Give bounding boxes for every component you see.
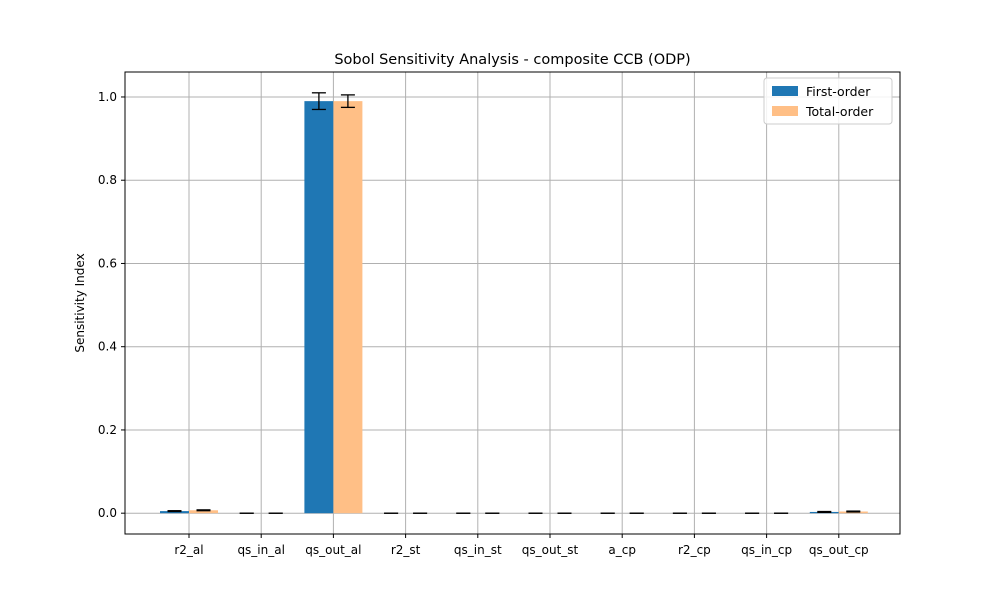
y-tick-label: 1.0	[98, 90, 117, 104]
x-tick-label: r2_al	[174, 543, 203, 557]
x-tick-label: a_cp	[608, 543, 636, 557]
plot-frame	[124, 71, 901, 535]
x-tick-label: qs_out_st	[522, 543, 579, 557]
legend: First-order Total-order	[763, 77, 893, 125]
legend-swatch	[772, 86, 798, 96]
y-tick-label: 0.8	[98, 173, 117, 187]
chart-title: Sobol Sensitivity Analysis - composite C…	[334, 52, 690, 68]
x-tick-label: qs_in_cp	[741, 543, 792, 557]
bar-total-order	[333, 101, 363, 514]
legend-swatch	[772, 106, 798, 116]
y-tick-label: 0.2	[98, 423, 117, 437]
bar-first-order	[304, 101, 334, 514]
x-tick-label: r2_st	[391, 543, 421, 557]
x-tick-label: qs_out_cp	[809, 543, 869, 557]
y-tick-label: 0.6	[98, 256, 117, 270]
error-bars	[167, 92, 861, 514]
y-axis-label: Sensitivity Index	[73, 253, 87, 352]
x-tick-label: qs_out_al	[305, 543, 361, 557]
x-tick-label: qs_in_al	[237, 543, 285, 557]
axes: r2_al qs_in_al qs_out_al r2_st qs_in_st qs_ou…	[98, 71, 901, 557]
bar-total-order	[189, 510, 218, 514]
legend-label: First-order	[806, 84, 871, 99]
y-tick-label: 0.0	[98, 506, 117, 520]
x-tick-label: r2_cp	[678, 543, 711, 557]
y-tick-label: 0.4	[98, 340, 117, 354]
legend-label: Total-order	[805, 104, 874, 119]
bars	[160, 101, 868, 514]
x-tick-label: qs_in_st	[454, 543, 502, 557]
